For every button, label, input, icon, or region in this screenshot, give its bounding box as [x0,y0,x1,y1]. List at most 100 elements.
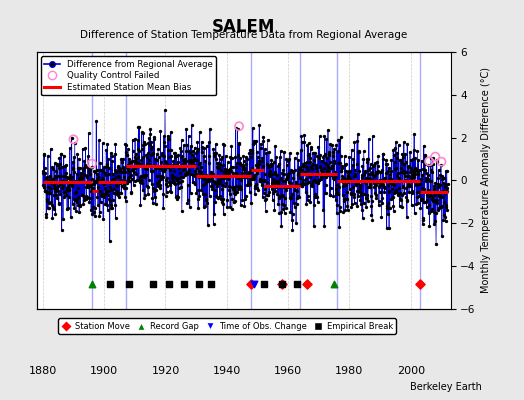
Point [152,187,160,193]
Point [95,137,103,144]
Point [307,182,315,188]
Point [225,169,234,176]
Point [350,173,358,180]
Point [117,183,126,189]
Point [308,166,316,172]
Point [425,158,433,164]
Point [140,141,149,147]
Point [419,166,428,172]
Point [73,170,81,177]
Point [399,168,408,174]
Point [151,156,159,162]
Point [138,174,146,180]
Point [105,180,114,187]
Point [80,158,89,164]
Point [177,184,185,190]
Point [206,172,214,178]
Point [237,201,245,208]
Point [316,152,324,158]
Point [108,197,117,204]
Point [394,192,402,198]
Point [253,148,261,155]
Point [293,281,301,287]
Point [381,170,390,176]
Point [292,201,301,207]
Point [412,200,420,207]
Point [124,162,132,168]
Point [204,160,213,166]
Point [321,150,329,157]
Point [171,194,180,200]
Point [409,172,418,179]
Point [190,172,198,178]
Point [426,177,434,184]
Point [235,184,243,190]
Point [375,184,384,190]
Point [177,148,185,154]
Point [139,142,148,148]
Point [333,189,341,195]
Point [242,192,250,199]
Point [238,170,246,176]
Point [80,197,88,203]
Point [348,162,357,168]
Point [414,189,423,196]
Point [308,162,316,168]
Point [115,194,124,201]
Point [138,154,147,161]
Point [240,174,248,180]
Point [251,183,259,190]
Point [84,153,92,159]
Point [247,150,256,157]
Point [334,160,342,166]
Text: 1960: 1960 [274,366,302,376]
Point [216,178,225,185]
Point [99,168,107,174]
Point [413,171,422,177]
Point [179,162,188,168]
Point [91,169,99,175]
Point [143,161,151,167]
Point [234,152,242,158]
Point [45,177,53,184]
Point [316,163,324,169]
Point [230,184,238,190]
Point [108,205,116,212]
Point [111,167,119,174]
Point [177,154,185,160]
Point [258,176,266,183]
Point [296,163,304,170]
Point [100,181,108,188]
Point [260,146,269,152]
Point [414,170,422,176]
Point [216,162,224,168]
Point [181,156,190,162]
Point [254,187,262,193]
Point [313,194,321,200]
Point [346,176,354,182]
Point [120,173,128,180]
Point [141,192,149,198]
Point [425,190,434,197]
Point [163,147,172,154]
Point [183,141,191,148]
Point [332,190,340,197]
Point [219,162,227,168]
Point [115,168,124,174]
Point [86,180,95,187]
Point [106,281,114,287]
Point [333,210,341,216]
Point [208,281,216,287]
Point [222,179,231,186]
Point [400,139,408,145]
Point [119,185,128,191]
Point [348,201,356,207]
Point [364,198,372,204]
Point [160,153,169,159]
Point [81,162,89,168]
Point [66,174,74,181]
Point [212,150,221,156]
Point [223,204,231,210]
Point [297,180,305,187]
Point [186,149,194,156]
